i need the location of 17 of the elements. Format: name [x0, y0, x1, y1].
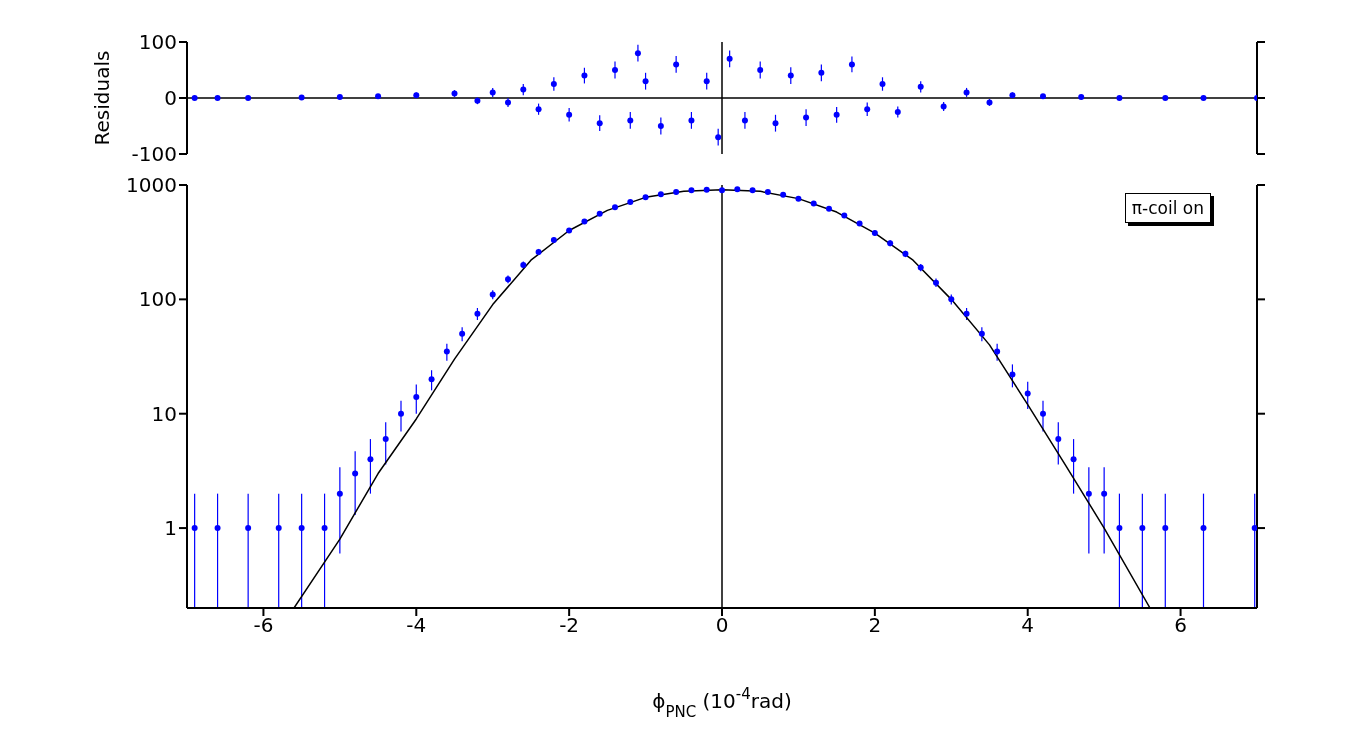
y-tick-label: 100 [138, 287, 177, 312]
y-tick-label: -100 [131, 142, 177, 167]
x-tick-label: -2 [559, 613, 580, 638]
y-tick-label: 0 [164, 86, 177, 111]
y-axis-title: Residuals [90, 50, 114, 146]
y-tick-label: 10 [151, 401, 177, 426]
y-tick-label: 1 [164, 516, 177, 541]
y-tick-label: 1000 [126, 173, 177, 198]
x-tick-label: 4 [1021, 613, 1035, 638]
x-tick-label: -6 [253, 613, 274, 638]
y-tick-label: 100 [138, 30, 177, 55]
x-tick-label: 0 [715, 613, 729, 638]
x-axis-title: ϕ$_{PNC}$ (10$^{-4}$rad) [652, 685, 792, 721]
x-tick-label: 2 [868, 613, 882, 638]
annotation: π-coil on [1124, 193, 1211, 223]
x-tick-label: 6 [1174, 613, 1187, 638]
x-tick-label: -4 [406, 613, 427, 638]
